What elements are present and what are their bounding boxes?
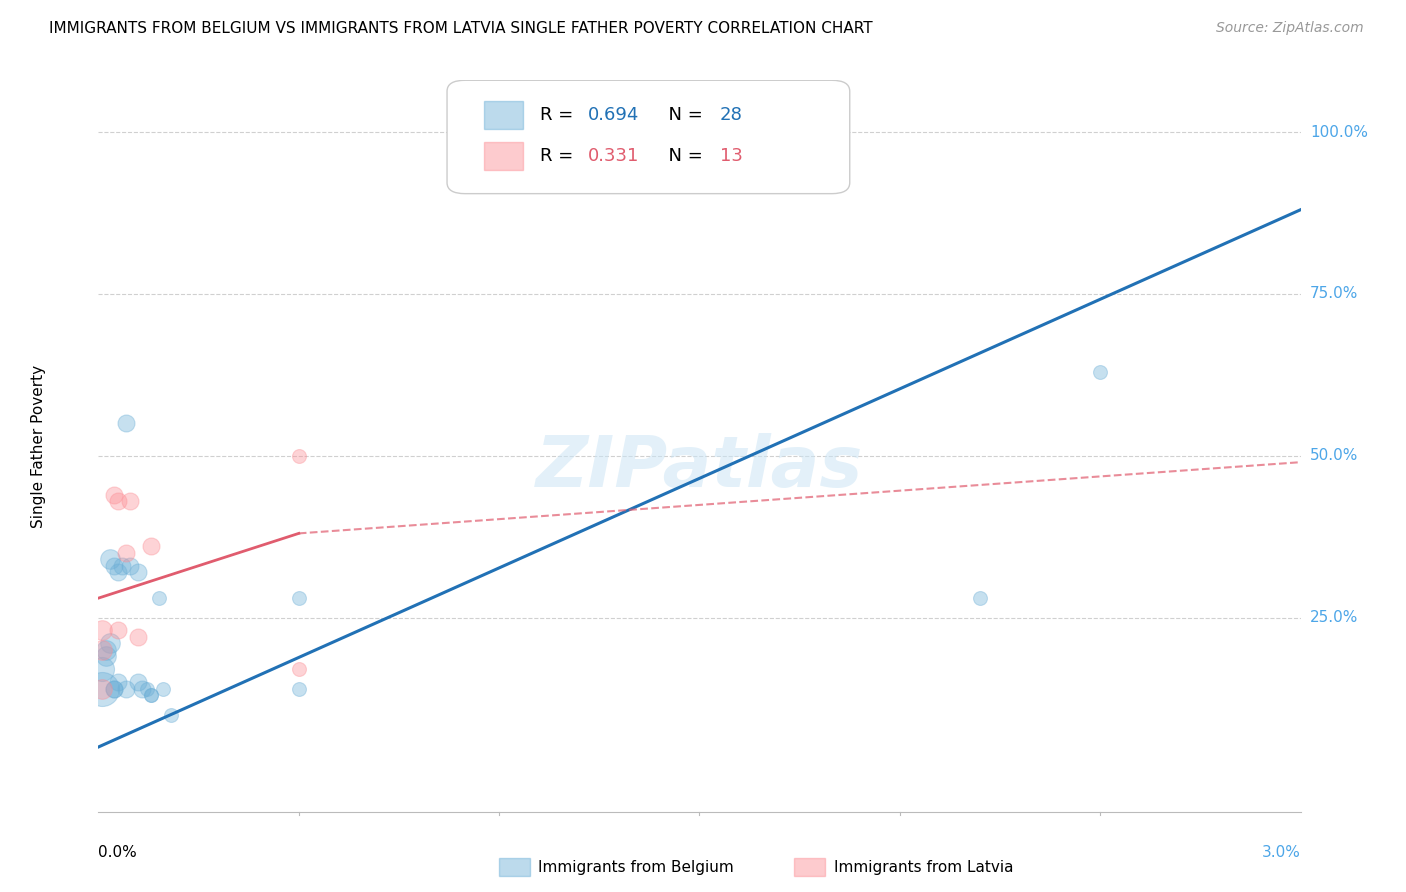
Text: N =: N = — [658, 146, 709, 165]
Point — [100, 636, 122, 650]
Point — [107, 624, 129, 638]
Text: ZIPatlas: ZIPatlas — [536, 434, 863, 502]
Text: R =: R = — [540, 146, 579, 165]
Point — [103, 681, 125, 696]
Point — [131, 681, 153, 696]
Point — [91, 681, 114, 696]
Point — [1090, 365, 1112, 379]
Point — [91, 681, 114, 696]
Point — [120, 494, 142, 508]
Point — [288, 591, 311, 606]
Point — [139, 688, 162, 702]
Point — [488, 125, 510, 139]
Text: 100.0%: 100.0% — [1310, 125, 1368, 139]
Point — [107, 566, 129, 580]
Point — [91, 643, 114, 657]
Point — [128, 675, 150, 690]
Point — [115, 546, 138, 560]
Point — [139, 539, 162, 553]
Point — [107, 675, 129, 690]
Text: N =: N = — [658, 105, 709, 124]
Point — [91, 624, 114, 638]
Point — [96, 649, 118, 664]
Point — [115, 681, 138, 696]
Text: Source: ZipAtlas.com: Source: ZipAtlas.com — [1216, 21, 1364, 36]
Point — [96, 643, 118, 657]
Point — [100, 552, 122, 566]
Point — [152, 681, 174, 696]
FancyBboxPatch shape — [447, 80, 849, 194]
Point — [159, 707, 181, 722]
Text: R =: R = — [540, 105, 579, 124]
Text: 25.0%: 25.0% — [1310, 610, 1358, 625]
Text: 0.0%: 0.0% — [98, 845, 138, 860]
Point — [120, 558, 142, 573]
Text: Immigrants from Latvia: Immigrants from Latvia — [834, 860, 1014, 874]
FancyBboxPatch shape — [484, 142, 523, 169]
Text: 50.0%: 50.0% — [1310, 448, 1358, 463]
Text: 0.694: 0.694 — [588, 105, 640, 124]
Point — [103, 681, 125, 696]
Text: IMMIGRANTS FROM BELGIUM VS IMMIGRANTS FROM LATVIA SINGLE FATHER POVERTY CORRELAT: IMMIGRANTS FROM BELGIUM VS IMMIGRANTS FR… — [49, 21, 873, 37]
Point — [128, 630, 150, 644]
Text: Immigrants from Belgium: Immigrants from Belgium — [538, 860, 734, 874]
Point — [148, 591, 170, 606]
Point — [107, 494, 129, 508]
Point — [111, 558, 134, 573]
Point — [115, 417, 138, 431]
Point — [135, 681, 157, 696]
Text: Single Father Poverty: Single Father Poverty — [31, 365, 46, 527]
Point — [288, 662, 311, 676]
Text: 75.0%: 75.0% — [1310, 286, 1358, 301]
Text: 0.331: 0.331 — [588, 146, 640, 165]
Point — [288, 681, 311, 696]
Text: 3.0%: 3.0% — [1261, 845, 1301, 860]
Point — [103, 487, 125, 501]
Point — [128, 566, 150, 580]
Point — [288, 449, 311, 463]
Point — [139, 688, 162, 702]
Text: 13: 13 — [720, 146, 742, 165]
Point — [103, 558, 125, 573]
Point — [969, 591, 991, 606]
Point — [91, 662, 114, 676]
Text: 28: 28 — [720, 105, 742, 124]
FancyBboxPatch shape — [484, 101, 523, 128]
